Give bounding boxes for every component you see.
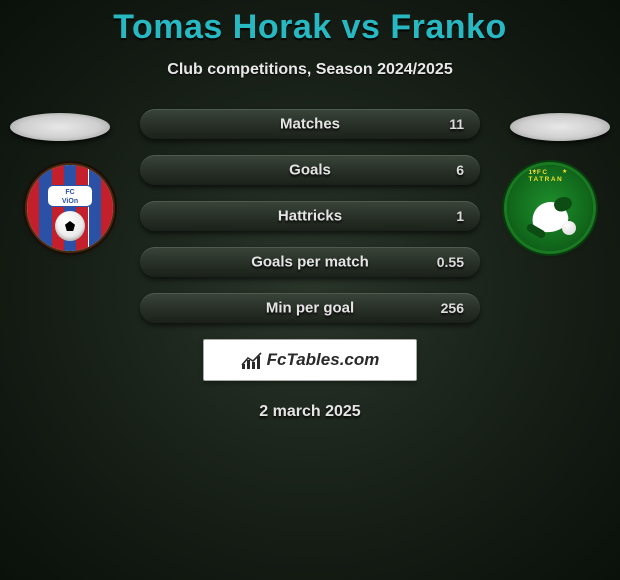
stat-label: Goals per match: [140, 254, 480, 271]
stat-value-right: 256: [441, 300, 464, 316]
right-placeholder-ellipse: [510, 113, 610, 141]
stat-label: Goals: [140, 162, 480, 179]
tatran-badge-icon: ★ ★ 1.FC TATRAN: [507, 165, 593, 251]
date-text: 2 march 2025: [0, 403, 620, 421]
stat-row: Min per goal256: [140, 293, 480, 323]
brand-text: FcTables.com: [267, 350, 380, 370]
stat-row: Goals6: [140, 155, 480, 185]
stats-list: Matches11 Goals6 Hattricks1 Goals per match…: [140, 109, 480, 323]
chart-icon: [241, 351, 263, 369]
left-club-badge: FCViOn: [20, 165, 120, 251]
right-club-badge: ★ ★ 1.FC TATRAN: [500, 165, 600, 251]
vion-label: FCViOn: [47, 185, 93, 207]
stat-value-right: 1: [456, 208, 464, 224]
stat-label: Matches: [140, 116, 480, 133]
stat-value-right: 6: [456, 162, 464, 178]
page-title: Tomas Horak vs Franko: [0, 8, 620, 47]
stat-value-right: 0.55: [437, 254, 464, 270]
left-placeholder-ellipse: [10, 113, 110, 141]
stat-row: Goals per match0.55: [140, 247, 480, 277]
eagle-icon: [520, 195, 580, 239]
stat-row: Matches11: [140, 109, 480, 139]
ball-icon: [55, 211, 85, 241]
subtitle: Club competitions, Season 2024/2025: [0, 61, 620, 79]
vion-badge-icon: FCViOn: [27, 165, 113, 251]
stat-label: Hattricks: [140, 208, 480, 225]
brand-box: FcTables.com: [203, 339, 417, 381]
stat-label: Min per goal: [140, 300, 480, 317]
stat-row: Hattricks1: [140, 201, 480, 231]
stat-value-right: 11: [449, 116, 464, 132]
tatran-ring-text: 1.FC TATRAN: [529, 169, 572, 183]
